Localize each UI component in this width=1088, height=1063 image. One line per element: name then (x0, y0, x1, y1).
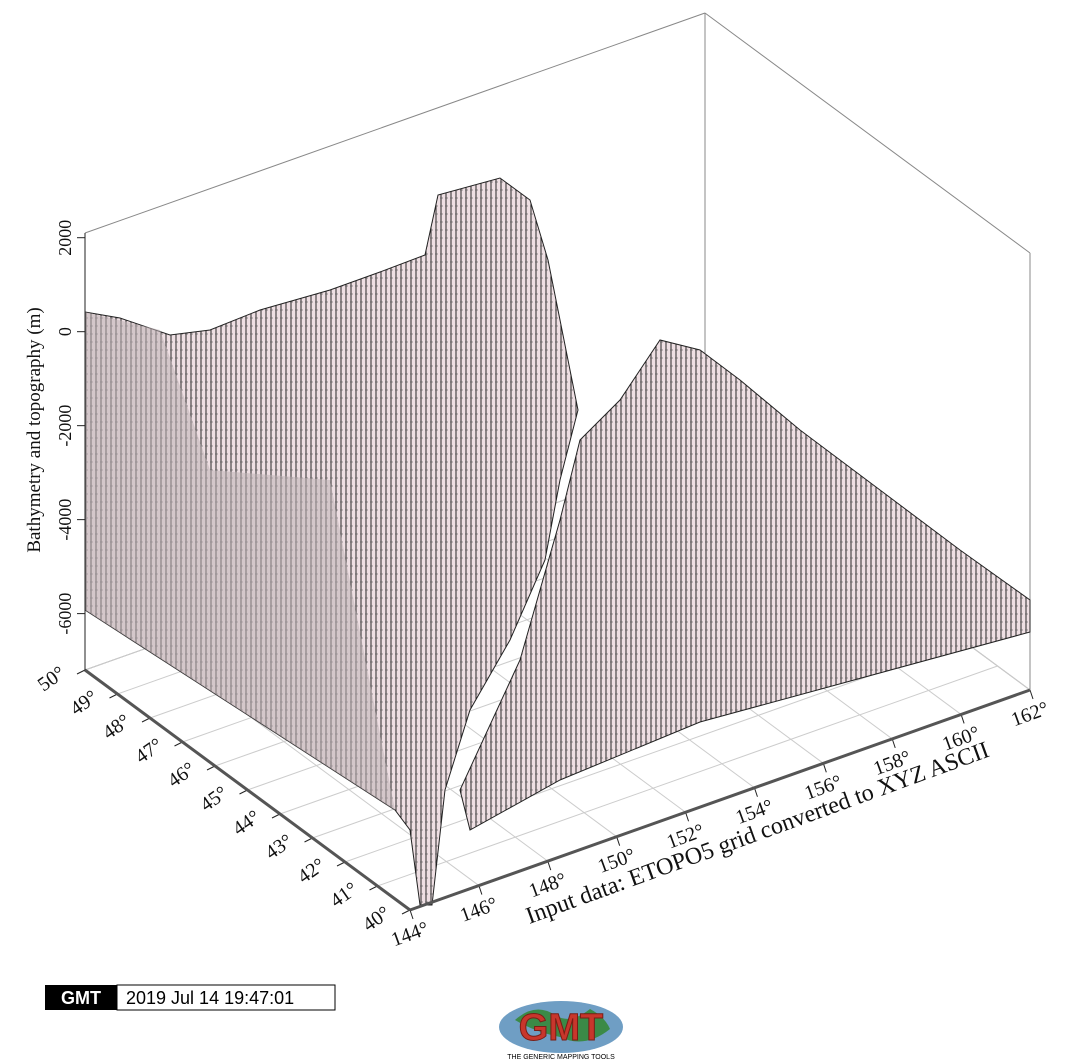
y-tick-label: 42° (294, 854, 330, 888)
z-tick-label: -6000 (55, 593, 75, 635)
z-axis-label: Bathymetry and topography (m) (24, 307, 45, 552)
y-tick-label: 41° (326, 878, 362, 912)
box-edge (704, 12, 1031, 254)
surface-right (459, 339, 1031, 831)
y-tick-label: 49° (66, 686, 102, 720)
x-tick (891, 738, 896, 749)
y-tick-label: 43° (261, 830, 297, 864)
x-tick (616, 836, 621, 846)
surface-wall (85, 312, 395, 810)
timestamp-text: 2019 Jul 14 19:47:01 (126, 988, 294, 1008)
box-edge (84, 12, 706, 234)
x-tick (685, 812, 690, 822)
x-tick (547, 860, 552, 871)
logo-land (515, 1009, 610, 1042)
y-tick-label: 44° (229, 806, 265, 840)
y-tick-label: 48° (99, 710, 135, 744)
logo-text: GMT (519, 1007, 603, 1049)
timestamp-logo: GMT (61, 988, 101, 1008)
gmt-logo: GMT THE GENERIC MAPPING TOOLS (499, 1001, 623, 1061)
logo-caption: THE GENERIC MAPPING TOOLS (507, 1054, 615, 1061)
x-tick (478, 885, 483, 895)
x-tick-label: 162° (1008, 698, 1051, 732)
x-tick-label: 146° (457, 893, 500, 927)
z-tick-label: -2000 (55, 405, 75, 447)
x-axis (409, 688, 1031, 912)
x-tick (822, 763, 827, 773)
timestamp: GMT 2019 Jul 14 19:47:01 (45, 984, 336, 1011)
y-axis (84, 668, 411, 912)
x-tick (960, 714, 965, 724)
z-tick-label: -4000 (55, 499, 75, 541)
x-tick (753, 787, 758, 797)
y-tick-label: 47° (131, 734, 167, 768)
y-tick-label: 45° (196, 782, 232, 816)
grid-line (377, 665, 998, 887)
z-tick-label: 2000 (55, 220, 75, 256)
x-tick (409, 909, 414, 920)
timestamp-box (116, 984, 336, 1011)
x-tick (1029, 689, 1034, 700)
y-tick-label: 50° (34, 662, 70, 696)
z-tick-label: 0 (55, 327, 75, 336)
grid-line (344, 641, 966, 863)
timestamp-logo-box (45, 985, 117, 1010)
y-tick-label: 46° (164, 758, 200, 792)
y-tick (76, 669, 86, 675)
surface (84, 177, 1031, 906)
x-tick-label: 144° (388, 918, 431, 952)
